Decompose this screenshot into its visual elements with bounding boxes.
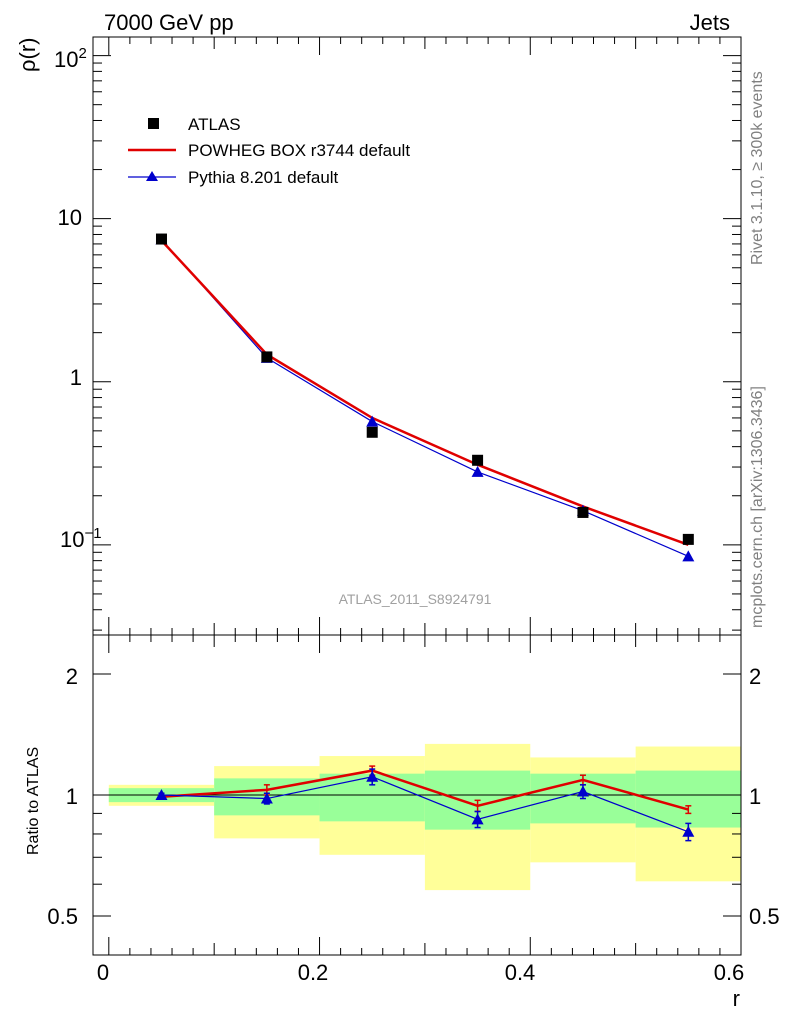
- atlas-point: [682, 533, 694, 545]
- ratio-ytick-left-1: 1: [66, 784, 78, 809]
- pythia-ratio-point: [471, 813, 484, 825]
- side-label-bottom: mcplots.cern.ch [arXiv:1306.3436]: [749, 386, 766, 628]
- main-marks: [155, 233, 695, 562]
- side-label-top: Rivet 3.1.10, ≥ 300k events: [749, 71, 766, 265]
- ytick-label-0.1: 10−1: [60, 525, 102, 552]
- ratio-frame: [92, 634, 742, 956]
- atlas-point: [366, 426, 378, 438]
- pythia-line: [161, 239, 689, 557]
- pythia-ratio-point: [260, 792, 273, 804]
- watermark: ATLAS_2011_S8924791: [339, 591, 492, 607]
- atlas-point: [261, 351, 273, 363]
- pythia-ratio-point: [155, 789, 168, 800]
- pythia-ratio-point: [576, 785, 589, 797]
- legend: ATLAS POWHEG BOX r3744 default Pythia 8.…: [128, 115, 410, 187]
- ytick-label-1: 1: [70, 365, 82, 390]
- main-panel: 10−1 1 10 102 ρ(r) ATLAS_2011_S8924791 A…: [15, 36, 742, 636]
- pythia-point: [682, 550, 695, 562]
- powheg-ratio-line: [161, 769, 689, 811]
- main-ylabel: ρ(r): [15, 38, 40, 73]
- ratio-marks: [155, 765, 695, 842]
- header-left: 7000 GeV pp: [104, 10, 234, 35]
- ratio-ytick-right-1: 1: [749, 784, 761, 809]
- legend-pythia-marker: [146, 171, 158, 181]
- pythia-ratio-point: [682, 825, 695, 837]
- legend-atlas-label: ATLAS: [188, 115, 241, 134]
- ratio-ytick-right-0.5: 0.5: [749, 904, 780, 929]
- header-right: Jets: [690, 10, 730, 35]
- ratio-panel: 0.5 1 2 0.5 1 2 Ratio to ATLAS 0 0.2 0.4…: [25, 634, 780, 1011]
- ratio-bands: [108, 743, 741, 891]
- xlabel: r: [733, 986, 740, 1011]
- powheg-line: [160, 239, 689, 547]
- legend-powheg-label: POWHEG BOX r3744 default: [188, 141, 410, 160]
- ratio-ytick-left-2: 2: [66, 664, 78, 689]
- ytick-label-100: 102: [54, 45, 87, 72]
- main-ticks: [93, 37, 742, 635]
- pythia-point: [471, 465, 484, 477]
- atlas-point: [577, 506, 589, 518]
- pythia-point: [366, 415, 379, 427]
- pythia-ratio-line: [161, 776, 689, 833]
- xtick-label-0.6: 0.6: [714, 960, 745, 985]
- ratio-ytick-right-2: 2: [749, 664, 761, 689]
- xtick-label-0: 0: [97, 960, 109, 985]
- xtick-label-0.2: 0.2: [298, 960, 329, 985]
- pythia-ratio-point: [366, 770, 379, 782]
- ratio-ylabel: Ratio to ATLAS: [25, 747, 42, 855]
- xtick-label-0.4: 0.4: [505, 960, 536, 985]
- ytick-label-10: 10: [58, 205, 82, 230]
- atlas-point: [155, 233, 167, 245]
- ratio-ytick-left-0.5: 0.5: [47, 904, 78, 929]
- legend-atlas-marker: [148, 118, 159, 129]
- atlas-point: [472, 454, 484, 466]
- legend-pythia-label: Pythia 8.201 default: [188, 168, 339, 187]
